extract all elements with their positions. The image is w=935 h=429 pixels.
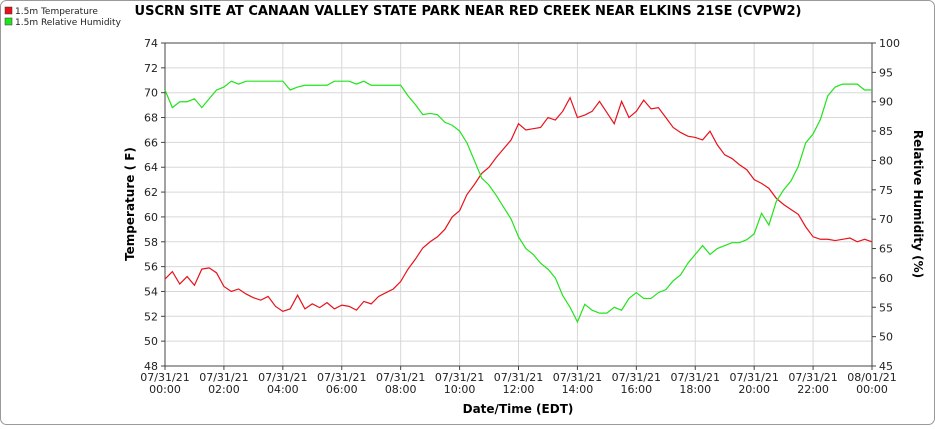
x-tick-label: 07/31/21 12:00 (494, 371, 543, 396)
y-tick-label: 66 (144, 136, 158, 149)
x-axis-label: Date/Time (EDT) (463, 402, 574, 416)
legend-label: 1.5m Temperature (15, 7, 98, 17)
y-tick-label: 52 (144, 310, 158, 323)
plot-border (164, 42, 873, 367)
y2-axis-label: Relative Humidity (%) (911, 130, 925, 278)
x-tick-label: 07/31/21 00:00 (140, 371, 189, 396)
y2-tick-label: 80 (879, 154, 893, 167)
y2-tick-label: 70 (879, 213, 893, 226)
y2-tick-label: 55 (879, 301, 893, 314)
y-tick-label: 48 (144, 360, 158, 373)
y2-tick-label: 50 (879, 331, 893, 344)
legend-swatch (4, 17, 13, 26)
y2-tick-label: 100 (879, 37, 900, 50)
series-line (164, 80, 872, 324)
legend-swatch (4, 6, 13, 15)
y-tick-label: 54 (144, 285, 158, 298)
y-tick-label: 68 (144, 112, 158, 125)
y2-tick-label: 85 (879, 125, 893, 138)
x-tick-label: 07/31/21 18:00 (671, 371, 720, 396)
y2-tick-label: 60 (879, 272, 893, 285)
x-tick-label: 07/31/21 14:00 (553, 371, 602, 396)
y-tick-label: 64 (144, 161, 158, 174)
series-line (164, 96, 873, 313)
legend-label: 1.5m Relative Humidity (15, 18, 122, 28)
y2-tick-label: 65 (879, 243, 893, 256)
y-tick-label: 56 (144, 261, 158, 274)
x-tick-label: 07/31/21 02:00 (199, 371, 248, 396)
y2-tick-label: 95 (879, 66, 893, 79)
y-tick-label: 58 (144, 236, 158, 249)
y-tick-label: 60 (144, 211, 158, 224)
y-tick-label: 50 (144, 335, 158, 348)
x-tick-label: 07/31/21 20:00 (729, 371, 778, 396)
x-tick-label: 07/31/21 22:00 (788, 371, 837, 396)
x-tick-label: 07/31/21 06:00 (317, 371, 366, 396)
y2-tick-label: 75 (879, 184, 893, 197)
x-tick-label: 08/01/21 00:00 (847, 371, 896, 396)
y2-tick-label: 90 (879, 96, 893, 109)
x-tick-label: 07/31/21 08:00 (376, 371, 425, 396)
y2-tick-label: 45 (879, 360, 893, 373)
y-tick-label: 62 (144, 186, 158, 199)
x-tick-label: 07/31/21 16:00 (612, 371, 661, 396)
y-tick-label: 72 (144, 62, 158, 75)
x-tick-label: 07/31/21 04:00 (258, 371, 307, 396)
y-axis-label: Temperature ( F) (123, 147, 137, 261)
chart-title: USCRN SITE AT CANAAN VALLEY STATE PARK N… (135, 4, 802, 19)
y-tick-label: 74 (144, 37, 158, 50)
y-tick-label: 70 (144, 87, 158, 100)
x-tick-label: 07/31/21 10:00 (435, 371, 484, 396)
